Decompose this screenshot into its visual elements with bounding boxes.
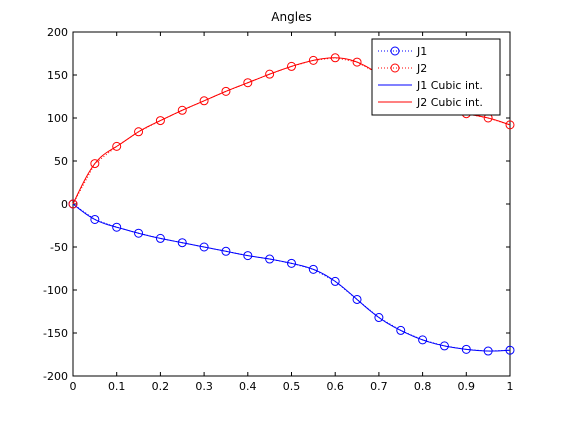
data-point-j2 [287, 61, 296, 71]
legend-entry: J2 Cubic int. [378, 96, 483, 109]
data-point-j1 [330, 276, 340, 286]
data-point-j1 [396, 325, 406, 335]
data-point-j1 [483, 346, 493, 356]
data-point-j1 [461, 344, 471, 354]
data-point-j2 [243, 78, 253, 88]
legend-label: J2 [416, 62, 427, 75]
x-tick-label: 0.5 [283, 380, 301, 393]
y-tick-label: 50 [54, 155, 68, 168]
data-point-j1 [439, 341, 449, 351]
y-tick-label: 150 [47, 69, 68, 82]
x-tick-label: 1 [507, 380, 514, 393]
data-point-j2 [177, 105, 187, 115]
y-tick-label: 100 [47, 112, 68, 125]
x-tick-label: 0.1 [108, 380, 126, 393]
y-tick-label: -100 [43, 284, 68, 297]
y-tick-label: -150 [43, 327, 68, 340]
x-tick-label: 0.8 [414, 380, 432, 393]
data-point-j1 [505, 345, 515, 355]
legend-entry: J2 [378, 62, 427, 75]
data-point-j1 [199, 242, 209, 252]
x-tick-label: 0.9 [458, 380, 476, 393]
data-point-j2 [265, 69, 275, 79]
legend-label: J1 Cubic int. [416, 79, 483, 92]
legend-label: J1 [416, 45, 427, 58]
data-point-j2 [155, 116, 165, 126]
legend-marker [390, 46, 400, 56]
x-axis: 0 0.1 0.2 0.3 0.4 0.5 0.6 0.7 0.8 0.9 1 [70, 32, 514, 393]
data-point-j2 [352, 57, 362, 67]
data-point-j2 [308, 55, 318, 65]
data-point-j2 [112, 141, 122, 151]
y-axis: 200 150 100 50 0 -50 -100 -150 -200 [43, 26, 510, 383]
data-point-j2 [505, 120, 515, 130]
data-point-j1 [265, 254, 275, 264]
data-point-j2 [199, 96, 209, 106]
legend-entry: J1 [378, 45, 427, 58]
x-tick-label: 0.3 [195, 380, 213, 393]
data-point-j1 [287, 258, 296, 268]
data-point-j1 [90, 214, 100, 224]
y-tick-label: 200 [47, 26, 68, 39]
legend-marker [390, 63, 400, 73]
y-tick-label: -50 [50, 241, 68, 254]
data-point-j2 [221, 86, 231, 96]
data-point-j2 [134, 127, 144, 137]
chart-title: Angles [271, 10, 311, 24]
data-point-j1 [177, 238, 187, 248]
legend-label: J2 Cubic int. [416, 96, 483, 109]
data-point-j1 [221, 246, 231, 256]
data-point-j1 [418, 335, 428, 345]
legend: J1 J2 J1 Cubic int. J2 Cubic int. [371, 38, 501, 116]
data-point-j1 [134, 228, 144, 238]
x-tick-label: 0.6 [326, 380, 344, 393]
y-tick-label: -200 [43, 370, 68, 383]
data-point-j2 [330, 53, 340, 63]
y-tick-label: 0 [61, 198, 68, 211]
data-point-j2 [90, 159, 100, 169]
data-point-j1 [243, 251, 253, 261]
series-line-j1-cubic-int- [72, 203, 511, 352]
data-point-j1 [112, 222, 122, 232]
x-tick-label: 0.4 [239, 380, 257, 393]
data-point-j2 [68, 199, 78, 209]
data-point-j1 [155, 233, 165, 243]
data-point-j1 [374, 313, 384, 323]
data-point-j1 [308, 264, 318, 274]
legend-entry: J1 Cubic int. [378, 79, 483, 92]
x-tick-label: 0.7 [370, 380, 388, 393]
data-point-j1 [352, 294, 362, 304]
x-tick-label: 0 [70, 380, 77, 393]
x-tick-label: 0.2 [152, 380, 170, 393]
